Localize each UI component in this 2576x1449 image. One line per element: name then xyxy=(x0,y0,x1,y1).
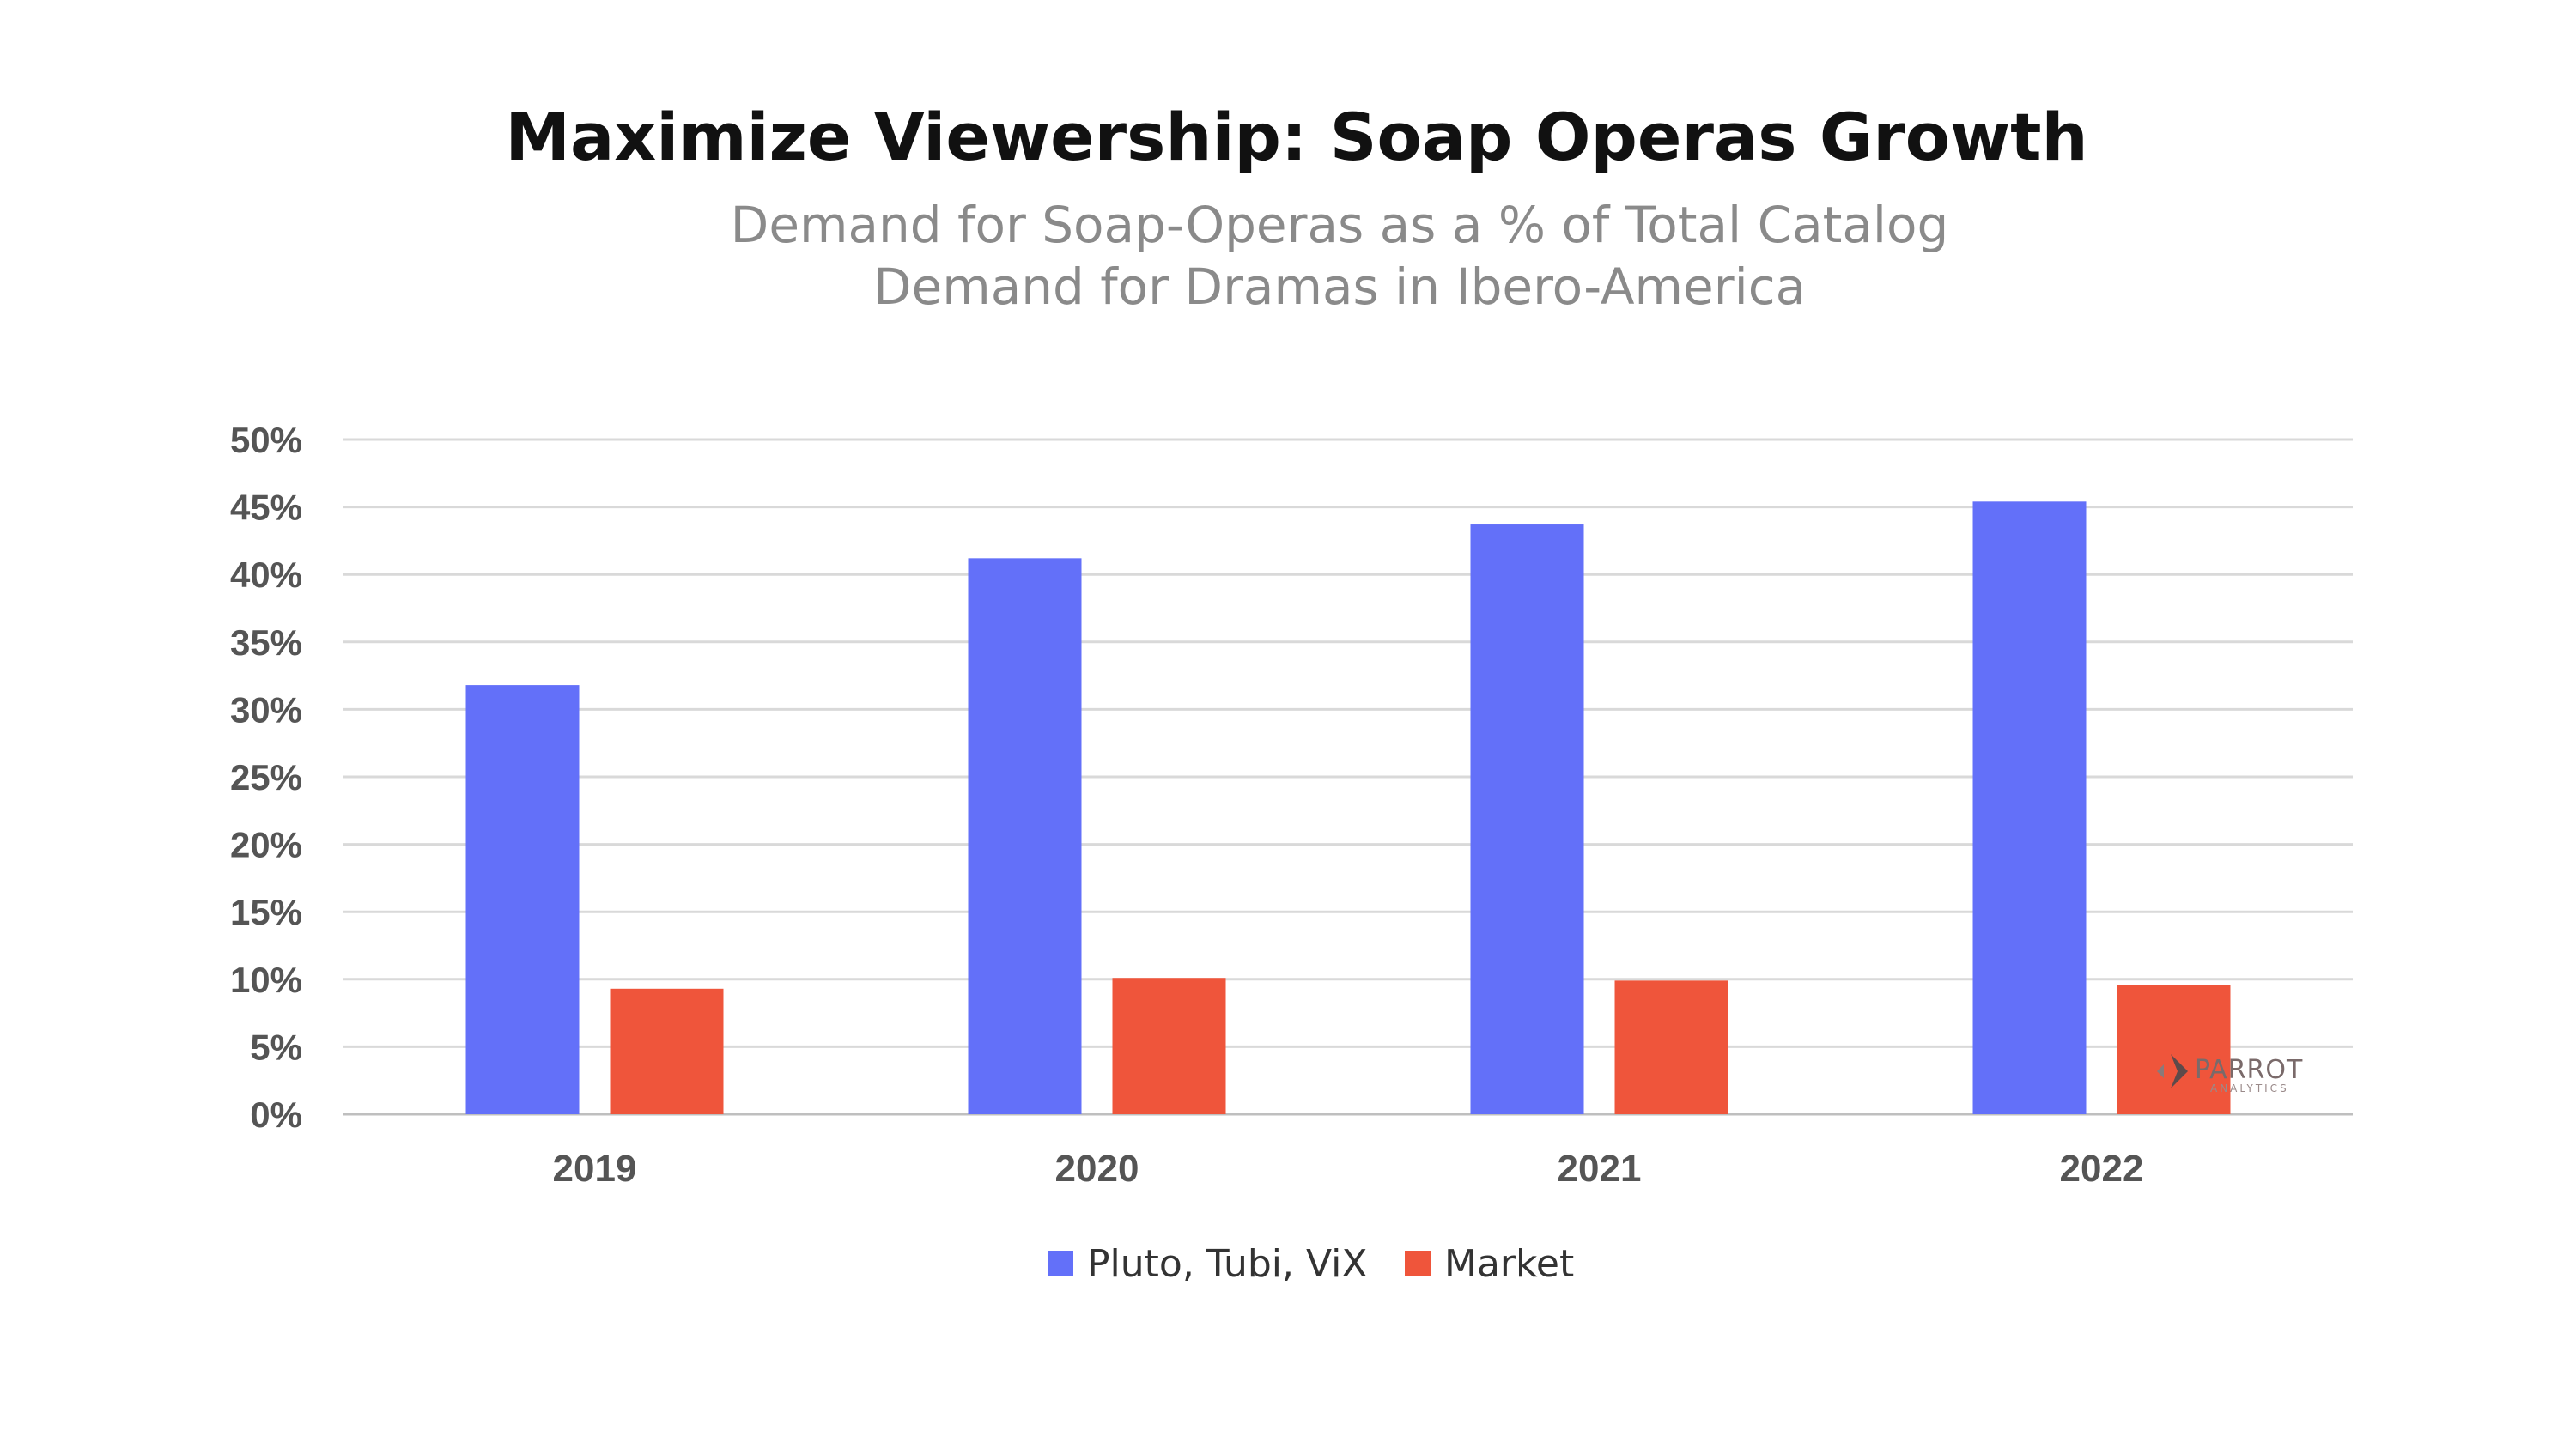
legend-swatch xyxy=(1048,1251,1073,1276)
bars xyxy=(465,501,2231,1114)
y-tick-label: 5% xyxy=(250,1027,302,1067)
x-tick-label: 2019 xyxy=(553,1148,637,1190)
chart-subtitle-line2: Demand for Dramas in Ibero-America xyxy=(873,258,1806,316)
chart-title: Maximize Viewership: Soap Operas Growth xyxy=(505,99,2087,175)
watermark-text: PARROT xyxy=(2195,1055,2303,1085)
legend-swatch xyxy=(1405,1251,1431,1276)
bar-market-2019 xyxy=(610,988,724,1114)
parrot-analytics-logo: PARROT ANALYTICS xyxy=(2157,1054,2303,1094)
watermark-subtext: ANALYTICS xyxy=(2210,1082,2289,1094)
y-tick-label: 35% xyxy=(230,622,302,663)
x-tick-label: 2020 xyxy=(1055,1148,1139,1190)
x-tick-label: 2022 xyxy=(2060,1148,2144,1190)
legend: Pluto, Tubi, ViX Market xyxy=(1048,1242,1574,1286)
bar-pluto-tubi-vix-2021 xyxy=(1470,524,1584,1114)
chart-subtitle-line1: Demand for Soap-Operas as a % of Total C… xyxy=(731,196,1949,254)
y-tick-label: 15% xyxy=(230,892,302,932)
bar-market-2021 xyxy=(1614,980,1728,1114)
bar-pluto-tubi-vix-2022 xyxy=(1972,501,2087,1114)
y-tick-label: 40% xyxy=(230,555,302,595)
parrot-logo-mark-icon xyxy=(2171,1054,2188,1088)
y-tick-label: 20% xyxy=(230,825,302,865)
y-axis-ticks: 0% 5% 10% 15% 20% 25% 30% 35% 40% 45% 50% xyxy=(230,420,302,1135)
x-tick-label: 2021 xyxy=(1558,1148,1642,1190)
bar-pluto-tubi-vix-2020 xyxy=(968,558,1082,1114)
y-tick-label: 25% xyxy=(230,757,302,797)
bar-market-2022 xyxy=(2117,985,2231,1114)
x-axis-ticks: 2019 2020 2021 2022 xyxy=(553,1148,2144,1190)
legend-label: Market xyxy=(1444,1242,1574,1286)
legend-label: Pluto, Tubi, ViX xyxy=(1087,1242,1368,1286)
parrot-logo-arrow-icon xyxy=(2157,1064,2164,1078)
y-tick-label: 50% xyxy=(230,420,302,460)
y-tick-label: 30% xyxy=(230,689,302,730)
y-tick-label: 0% xyxy=(250,1094,302,1135)
bar-market-2020 xyxy=(1112,978,1226,1114)
bar-pluto-tubi-vix-2019 xyxy=(465,685,580,1114)
y-tick-label: 10% xyxy=(230,960,302,1000)
y-tick-label: 45% xyxy=(230,488,302,528)
